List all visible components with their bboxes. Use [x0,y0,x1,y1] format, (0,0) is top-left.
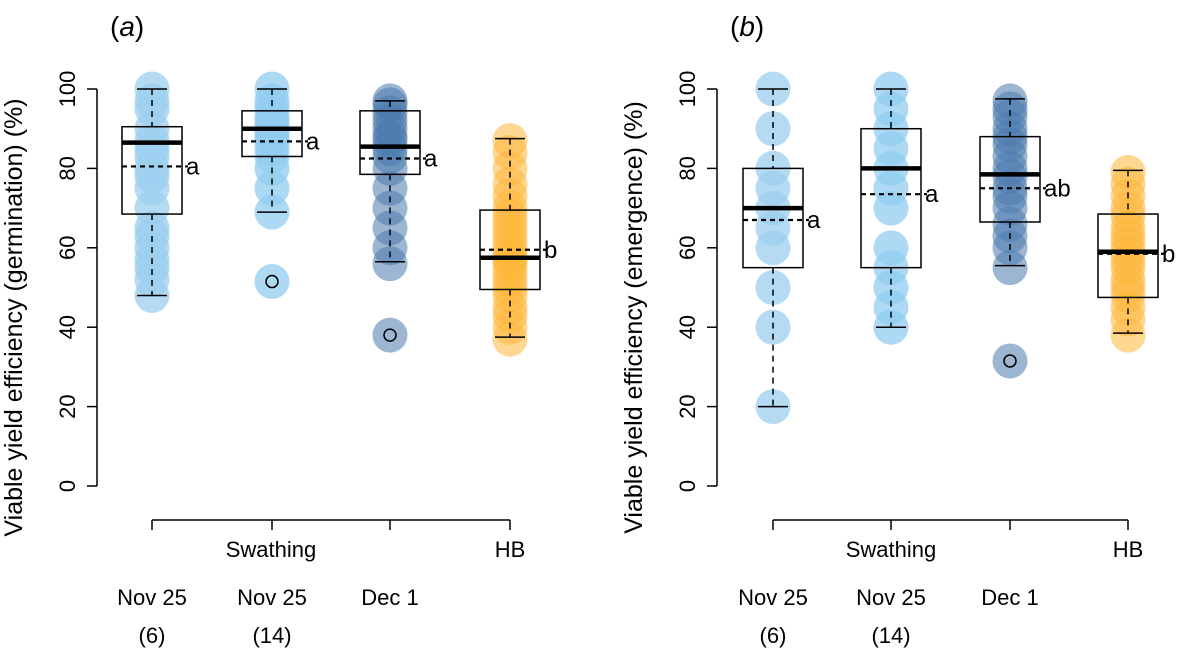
category-label: Nov 25 [237,585,307,610]
data-point [755,111,791,147]
category-label: Nov 25 [738,585,808,610]
data-point [873,230,909,266]
group-label: Swathing [846,537,937,562]
category-2: a Dec 1 [359,83,438,610]
y-tick-label: 0 [675,480,700,492]
iqr-box [359,110,421,176]
y-tick-label: 100 [55,71,80,108]
y-tick-label: 20 [675,394,700,418]
panel-label: (a) [110,11,144,42]
data-point [755,270,791,305]
y-tick-label: 100 [675,71,700,108]
category-label-hb: HB [495,537,526,562]
y-tick-label: 80 [675,156,700,180]
significance-letter: a [925,181,939,208]
iqr-box [121,125,183,215]
category-sublabel: (6) [760,623,787,648]
category-label: Dec 1 [981,585,1038,610]
outlier-point [372,317,408,353]
y-tick-label: 40 [675,315,700,339]
significance-letter: a [424,145,438,172]
category-sublabel: (6) [139,623,166,648]
y-tick-label: 80 [55,156,80,180]
significance-letter: b [544,237,557,264]
category-3: b HB [1097,154,1175,562]
category-0: a Nov 25 (6) [738,71,821,648]
y-tick-label: 0 [55,480,80,492]
y-axis-label: Viable yield efficiency (emergence) (%) [620,101,648,534]
category-1: a Nov 25 (14) [856,71,939,648]
category-label: Nov 25 [117,585,187,610]
category-3: b HB [479,123,557,562]
significance-letter: a [306,128,320,155]
significance-letter: ab [1044,175,1071,202]
category-label-hb: HB [1113,537,1144,562]
y-tick-label: 40 [55,315,80,339]
panel-a: (a) Viable yield efficiency (germination)… [0,11,557,648]
panel-label: (b) [730,11,764,42]
outlier-point [992,343,1028,379]
outlier-point [254,264,290,300]
significance-letter: a [186,153,200,180]
category-0: a Nov 25 (6) [117,71,200,648]
iqr-box [860,127,922,269]
iqr-box [241,110,303,158]
outlier-marker [265,274,279,289]
group-label: Swathing [226,537,317,562]
significance-letter: b [1162,241,1175,268]
category-label: Nov 25 [856,585,926,610]
outlier-marker [383,328,397,342]
y-tick-label: 20 [55,394,80,418]
panel-b: (b) Viable yield efficiency (emergence) (… [620,11,1175,648]
y-tick-label: 60 [675,236,700,260]
y-tick-label: 60 [55,236,80,260]
category-1: a Nov 25 (14) [237,71,320,648]
category-sublabel: (14) [871,623,910,648]
category-2: ab Dec 1 [979,83,1071,610]
outlier-marker [1003,354,1017,368]
category-label: Dec 1 [361,585,418,610]
category-sublabel: (14) [252,623,291,648]
iqr-box [742,167,804,269]
iqr-box [1097,213,1159,299]
significance-letter: a [807,207,821,234]
iqr-box [979,135,1041,223]
y-axis-label: Viable yield efficiency (germination) (%… [0,98,28,536]
